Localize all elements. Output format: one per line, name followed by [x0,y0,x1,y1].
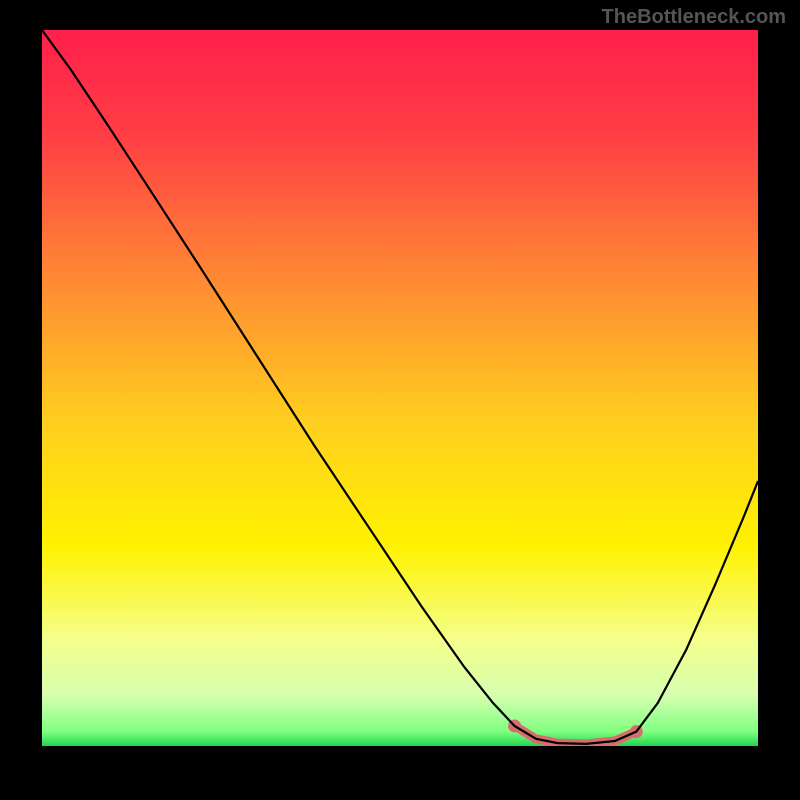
optimal-range-band [515,726,637,744]
attribution-watermark: TheBottleneck.com [602,6,786,29]
curve-layer [42,30,758,746]
bottleneck-chart [42,30,758,746]
bottleneck-curve [42,30,758,744]
